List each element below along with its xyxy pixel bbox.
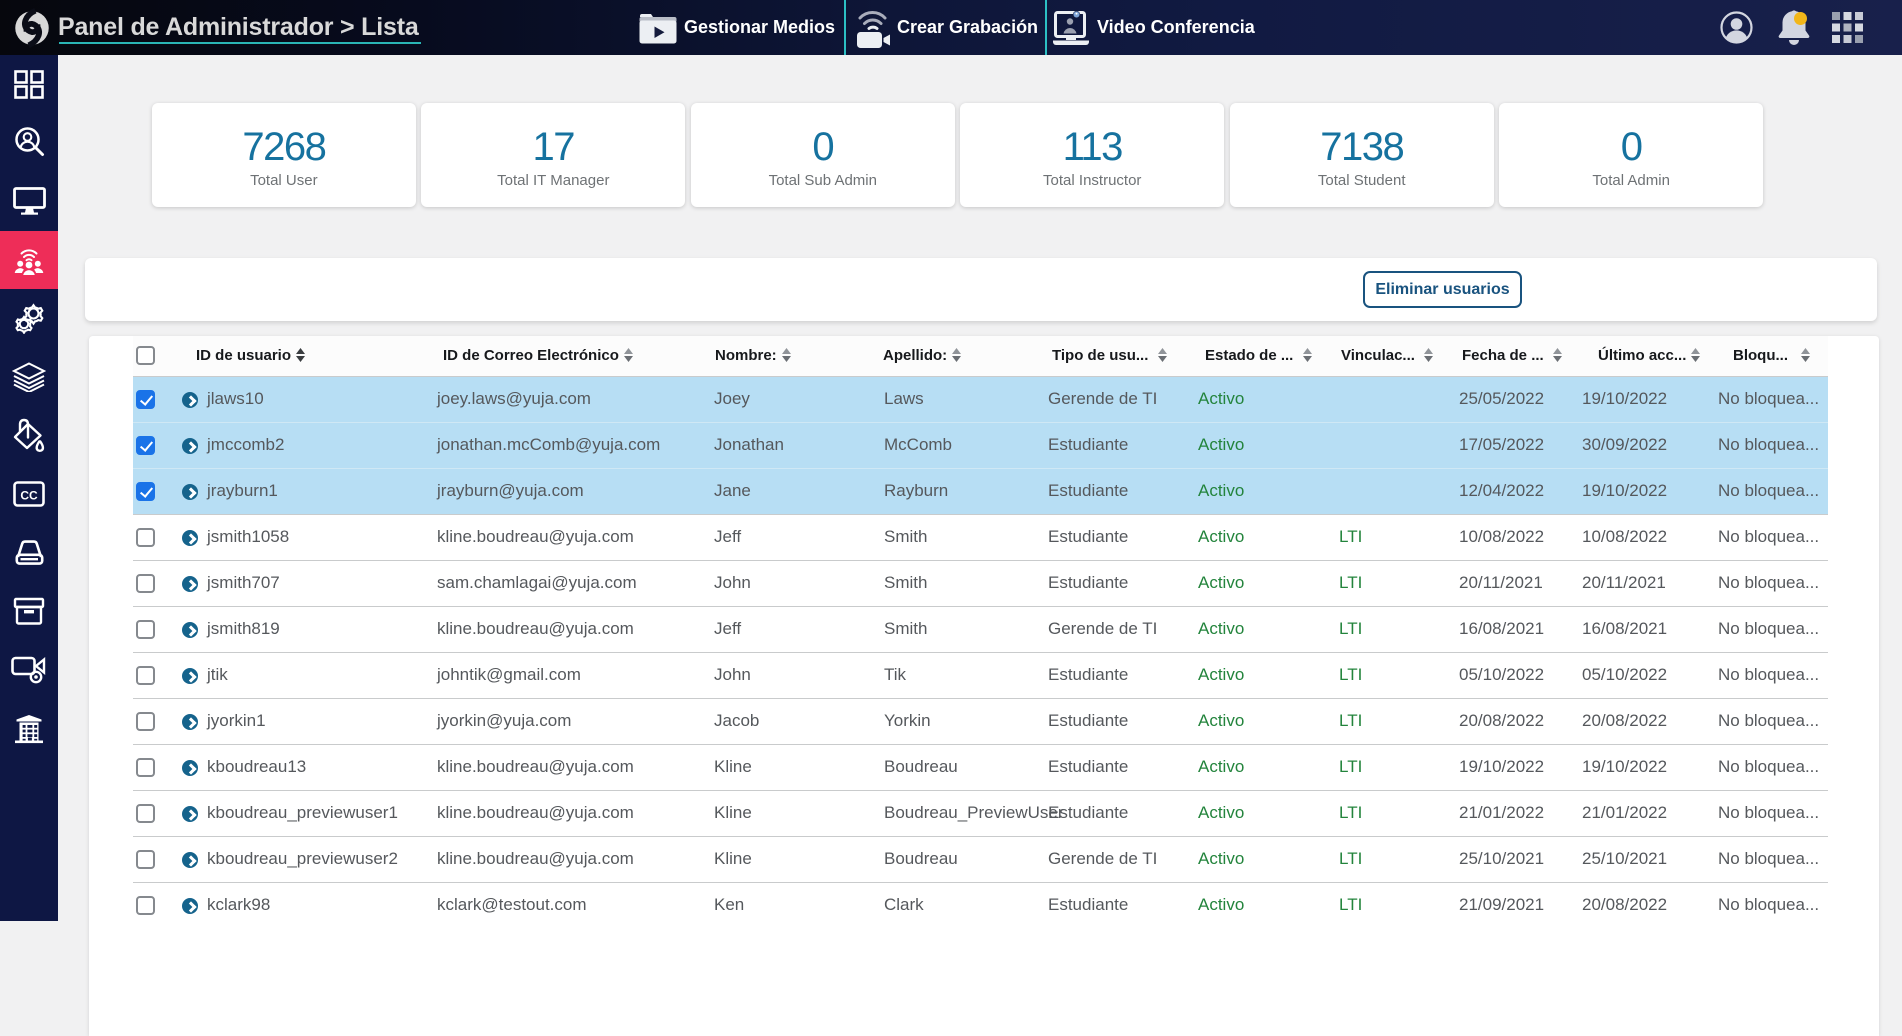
svg-text:CC: CC bbox=[20, 488, 38, 502]
